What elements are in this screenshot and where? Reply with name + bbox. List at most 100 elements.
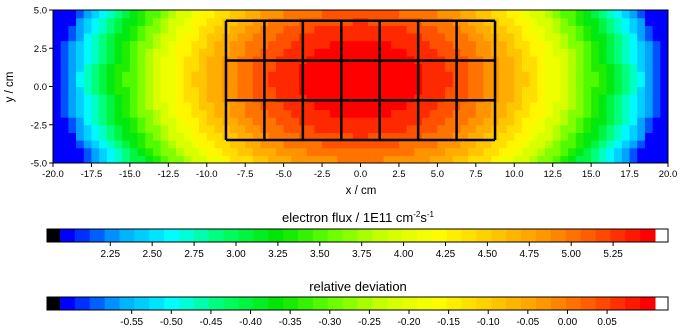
heatmap-cell bbox=[345, 63, 354, 72]
heatmap-cell bbox=[183, 109, 192, 118]
heatmap-cell bbox=[91, 40, 100, 49]
heatmap-cell bbox=[398, 48, 408, 57]
heatmap-cell bbox=[145, 55, 154, 65]
heatmap-cell bbox=[398, 78, 408, 88]
heatmap-cell bbox=[68, 25, 77, 34]
heatmap-cell bbox=[168, 117, 177, 126]
colorbar-swatch bbox=[104, 297, 121, 310]
heatmap-cell bbox=[91, 71, 100, 80]
colorbar-swatch bbox=[119, 229, 135, 242]
colorbar-tick-label: 3.00 bbox=[226, 249, 246, 260]
colorbar-swatch bbox=[164, 229, 180, 242]
heatmap-cell bbox=[345, 155, 354, 163]
heatmap-cell bbox=[152, 132, 162, 141]
heatmap-cell bbox=[437, 94, 446, 103]
heatmap-cell bbox=[283, 140, 292, 149]
heatmap-cell bbox=[391, 140, 400, 149]
heatmap-cell bbox=[199, 63, 208, 72]
x-tick-label: -12.5 bbox=[157, 169, 179, 180]
colorbar-swatch bbox=[238, 229, 254, 242]
heatmap-cell bbox=[406, 78, 415, 88]
heatmap-cell bbox=[591, 63, 600, 72]
heatmap-cell bbox=[352, 40, 362, 49]
heatmap-cell bbox=[575, 55, 585, 65]
heatmap-cell bbox=[252, 117, 262, 126]
heatmap-cell bbox=[229, 63, 239, 72]
heatmap-cell bbox=[598, 48, 608, 57]
heatmap-cell bbox=[160, 101, 169, 111]
heatmap-cell bbox=[306, 94, 315, 103]
heatmap-cell bbox=[176, 63, 185, 72]
heatmap-cell bbox=[252, 124, 262, 133]
heatmap-cell bbox=[291, 147, 300, 156]
colorbar-swatch bbox=[253, 229, 269, 242]
heatmap-cell bbox=[368, 117, 377, 126]
heatmap-cell bbox=[560, 55, 569, 65]
heatmap-cell bbox=[275, 132, 285, 141]
heatmap-cell bbox=[452, 10, 462, 19]
heatmap-cell bbox=[145, 132, 154, 141]
heatmap-cell bbox=[521, 86, 531, 95]
heatmap-cell bbox=[475, 78, 485, 88]
heatmap-cell bbox=[53, 124, 62, 133]
heatmap-cell bbox=[437, 40, 446, 49]
heatmap-cell bbox=[145, 10, 154, 19]
heatmap-cell bbox=[322, 71, 331, 80]
heatmap-cell bbox=[621, 78, 631, 88]
heatmap-cell bbox=[345, 132, 354, 141]
heatmap-cell bbox=[345, 48, 354, 57]
heatmap-cell bbox=[644, 140, 654, 149]
heatmap-cell bbox=[391, 78, 400, 88]
heatmap-cell bbox=[53, 109, 62, 118]
heatmap-cell bbox=[591, 40, 600, 49]
heatmap-cell bbox=[606, 140, 615, 149]
heatmap-cell bbox=[468, 78, 477, 88]
heatmap-cell bbox=[368, 40, 377, 49]
heatmap-cell bbox=[521, 101, 531, 111]
heatmap-cell bbox=[483, 25, 492, 34]
heatmap-cell bbox=[68, 71, 77, 80]
heatmap-cell bbox=[383, 147, 392, 156]
heatmap-cell bbox=[521, 10, 531, 19]
heatmap-cell bbox=[137, 140, 146, 149]
heatmap-cell bbox=[521, 63, 531, 72]
heatmap-cell bbox=[552, 94, 561, 103]
heatmap-cell bbox=[291, 94, 300, 103]
heatmap-cell bbox=[68, 147, 77, 156]
heatmap-cell bbox=[437, 86, 446, 95]
heatmap-cell bbox=[160, 48, 169, 57]
heatmap-cell bbox=[299, 10, 308, 19]
heatmap-cell bbox=[537, 71, 546, 80]
heatmap-cell bbox=[537, 48, 546, 57]
heatmap-cell bbox=[152, 25, 162, 34]
heatmap-cell bbox=[252, 32, 262, 42]
heatmap-cell bbox=[291, 109, 300, 118]
colorbar-swatch bbox=[60, 297, 76, 310]
heatmap-cell bbox=[660, 25, 668, 34]
heatmap-cell bbox=[360, 86, 369, 95]
heatmap-cell bbox=[391, 109, 400, 118]
heatmap-cell bbox=[429, 10, 438, 19]
heatmap-cell bbox=[614, 32, 623, 42]
heatmap-cell bbox=[552, 155, 561, 163]
colorbar-swatch bbox=[446, 297, 463, 310]
heatmap-cell bbox=[268, 32, 277, 42]
colorbar-swatch bbox=[580, 297, 597, 310]
heatmap-cell bbox=[176, 78, 185, 88]
heatmap-cell bbox=[129, 117, 139, 126]
heatmap-cell bbox=[591, 147, 600, 156]
heatmap-cell bbox=[398, 94, 408, 103]
colorbar-swatch bbox=[149, 297, 165, 310]
heatmap-cell bbox=[160, 17, 169, 26]
heatmap-cell bbox=[345, 117, 354, 126]
heatmap-cell bbox=[83, 17, 93, 26]
heatmap-cell bbox=[191, 71, 200, 80]
heatmap-cell bbox=[637, 78, 646, 88]
heatmap-cell bbox=[268, 140, 277, 149]
heatmap-cell bbox=[245, 109, 254, 118]
heatmap-cell bbox=[552, 117, 561, 126]
colorbar-tick-label: 0.00 bbox=[558, 317, 578, 328]
heatmap-cell bbox=[560, 124, 569, 133]
heatmap-cell bbox=[506, 55, 515, 65]
heatmap-cell bbox=[160, 10, 169, 19]
